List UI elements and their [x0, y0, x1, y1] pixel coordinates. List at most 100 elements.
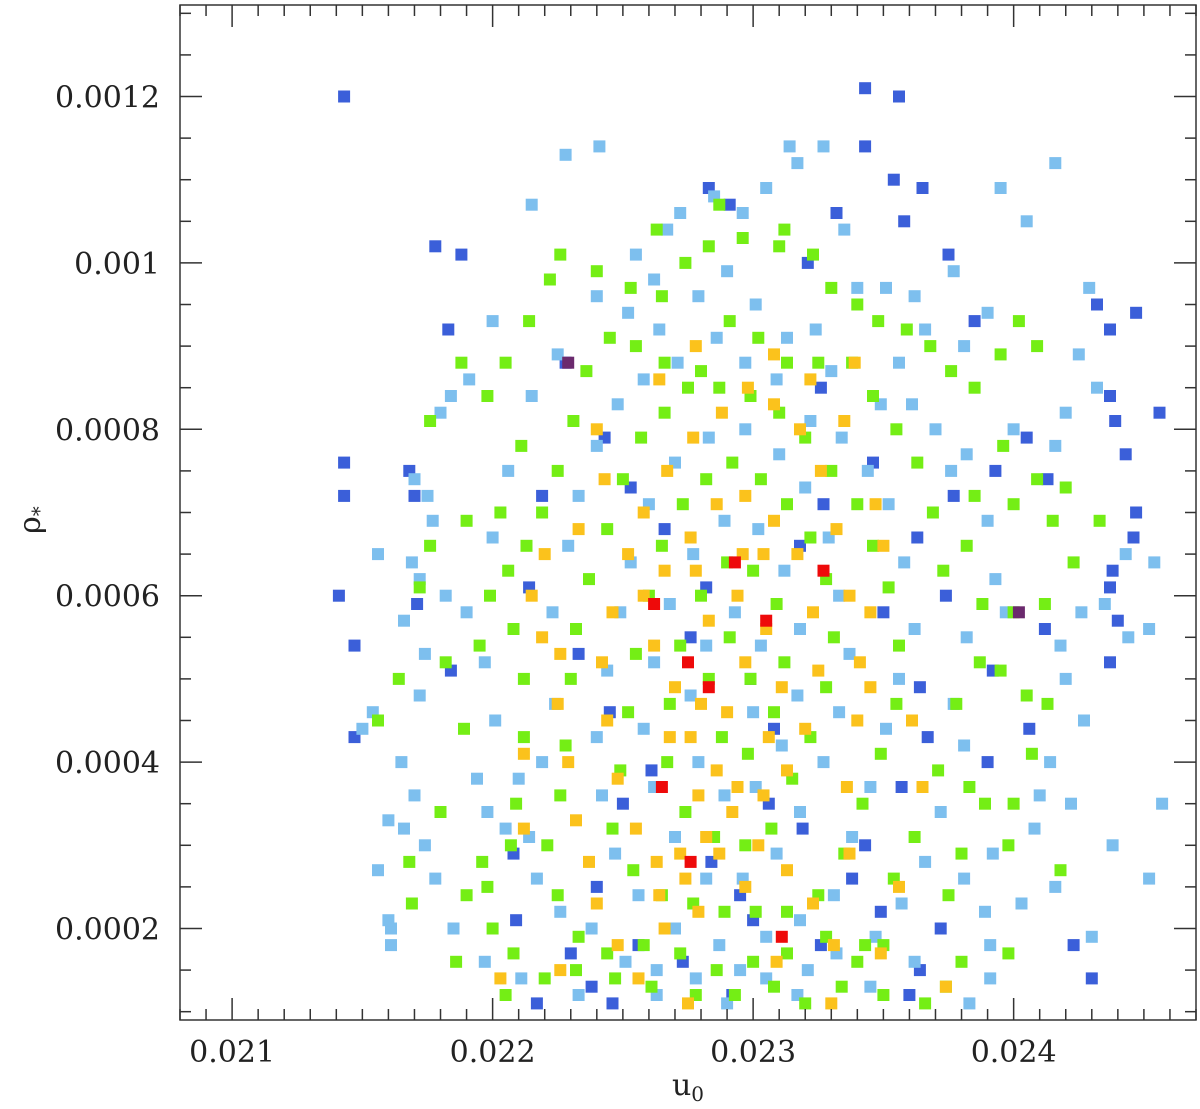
- data-point-s1-197: [775, 739, 788, 752]
- data-point-s2-127: [867, 539, 879, 552]
- data-point-s2-136: [749, 905, 762, 918]
- data-point-s3-12: [700, 831, 713, 843]
- data-point-s3-40: [692, 789, 705, 802]
- y-tick-label: 0.0006: [55, 580, 160, 615]
- data-point-s2-129: [893, 639, 905, 652]
- data-point-s1-116: [981, 514, 994, 527]
- data-point-s3-85: [869, 498, 882, 511]
- data-point-s3-30: [661, 464, 674, 477]
- data-point-s2-120: [682, 381, 694, 394]
- data-point-s2-114: [570, 623, 582, 635]
- data-point-s3-58: [721, 706, 734, 719]
- data-point-s0-24: [942, 248, 955, 261]
- data-point-s2-119: [658, 406, 671, 419]
- data-point-s2-32: [968, 381, 981, 394]
- data-point-s1-52: [1098, 598, 1111, 610]
- data-point-s1-129: [734, 964, 747, 977]
- data-point-s3-34: [596, 656, 608, 669]
- data-point-s2-0: [372, 714, 384, 727]
- data-point-s2-83: [752, 331, 765, 344]
- data-point-s2-116: [601, 523, 614, 536]
- data-point-s1-41: [1049, 439, 1062, 452]
- data-point-s0-53: [616, 797, 629, 810]
- data-point-s3-57: [710, 764, 723, 777]
- data-point-s1-146: [710, 331, 723, 344]
- data-point-s3-90: [653, 373, 666, 386]
- data-point-s2-172: [715, 731, 728, 744]
- data-point-s0-42: [1038, 623, 1051, 635]
- data-point-s0-43: [1023, 722, 1036, 735]
- data-point-s0-76: [536, 489, 549, 502]
- data-point-s0-31: [1130, 306, 1143, 319]
- data-point-s3-73: [653, 889, 666, 902]
- data-point-s2-3: [424, 539, 437, 552]
- data-point-s2-35: [1031, 340, 1044, 353]
- data-point-s3-99: [939, 980, 952, 993]
- data-point-s2-73: [520, 539, 533, 552]
- data-point-s3-38: [650, 855, 663, 868]
- data-point-s3-39: [674, 847, 687, 860]
- data-point-s1-157: [864, 781, 877, 793]
- data-point-s3-49: [768, 514, 780, 527]
- data-point-s2-92: [960, 539, 973, 552]
- data-point-s0-17: [859, 82, 872, 95]
- data-point-s2-154: [827, 631, 840, 644]
- data-point-s1-107: [721, 265, 734, 278]
- data-point-s2-131: [874, 747, 887, 760]
- data-point-s1-152: [882, 498, 895, 511]
- data-point-s4-5: [702, 681, 715, 694]
- data-point-s2-97: [908, 831, 921, 843]
- data-point-s1-92: [460, 606, 473, 619]
- data-point-s1-19: [629, 248, 642, 261]
- data-point-s2-149: [726, 456, 739, 469]
- data-point-s3-1: [538, 548, 551, 561]
- data-point-s1-86: [413, 689, 426, 702]
- data-point-s1-22: [674, 207, 687, 219]
- data-point-s1-54: [1054, 639, 1067, 652]
- data-point-s2-13: [515, 439, 528, 452]
- data-point-s3-11: [679, 872, 692, 885]
- data-point-s2-18: [590, 265, 603, 278]
- data-point-s1-173: [702, 431, 715, 444]
- data-point-s2-39: [1046, 514, 1059, 527]
- data-point-s2-163: [663, 697, 676, 710]
- data-point-s2-26: [825, 281, 838, 294]
- data-point-s2-164: [674, 639, 687, 652]
- data-point-s1-127: [801, 964, 814, 977]
- data-point-s1-51: [1122, 631, 1135, 644]
- data-point-s2-78: [603, 331, 616, 344]
- data-point-s3-3: [551, 697, 564, 710]
- data-point-s0-38: [1106, 564, 1119, 577]
- data-point-s2-135: [781, 905, 793, 918]
- data-point-s3-47: [710, 498, 723, 511]
- data-point-s3-81: [874, 947, 887, 960]
- data-point-s1-36: [1049, 157, 1062, 170]
- data-point-s1-131: [650, 964, 663, 977]
- data-point-s2-48: [979, 797, 991, 810]
- data-point-s3-21: [853, 656, 866, 669]
- data-point-s2-31: [945, 365, 958, 378]
- data-point-s3-25: [794, 423, 806, 436]
- data-point-s1-202: [700, 639, 713, 652]
- data-point-s1-124: [895, 897, 908, 910]
- data-point-s0-83: [947, 489, 960, 502]
- data-point-s2-9: [458, 722, 470, 735]
- data-point-s1-28: [817, 140, 830, 153]
- data-point-s1-194: [778, 564, 791, 577]
- data-point-s1-99: [486, 531, 499, 544]
- data-point-s2-108: [572, 930, 585, 943]
- data-point-s3-44: [637, 589, 650, 602]
- data-point-s3-69: [663, 731, 676, 744]
- data-point-s3-91: [590, 423, 603, 436]
- data-point-s2-25: [807, 248, 819, 261]
- data-point-s1-122: [934, 806, 947, 818]
- data-point-s2-121: [713, 381, 726, 394]
- data-point-s1-195: [794, 623, 806, 635]
- data-point-s3-18: [843, 847, 856, 860]
- data-point-s2-66: [486, 922, 499, 935]
- data-point-s2-87: [867, 390, 879, 402]
- data-point-s1-153: [898, 556, 911, 569]
- data-point-s0-35: [1153, 406, 1166, 419]
- data-point-s2-151: [781, 498, 793, 511]
- data-point-s3-28: [715, 406, 728, 419]
